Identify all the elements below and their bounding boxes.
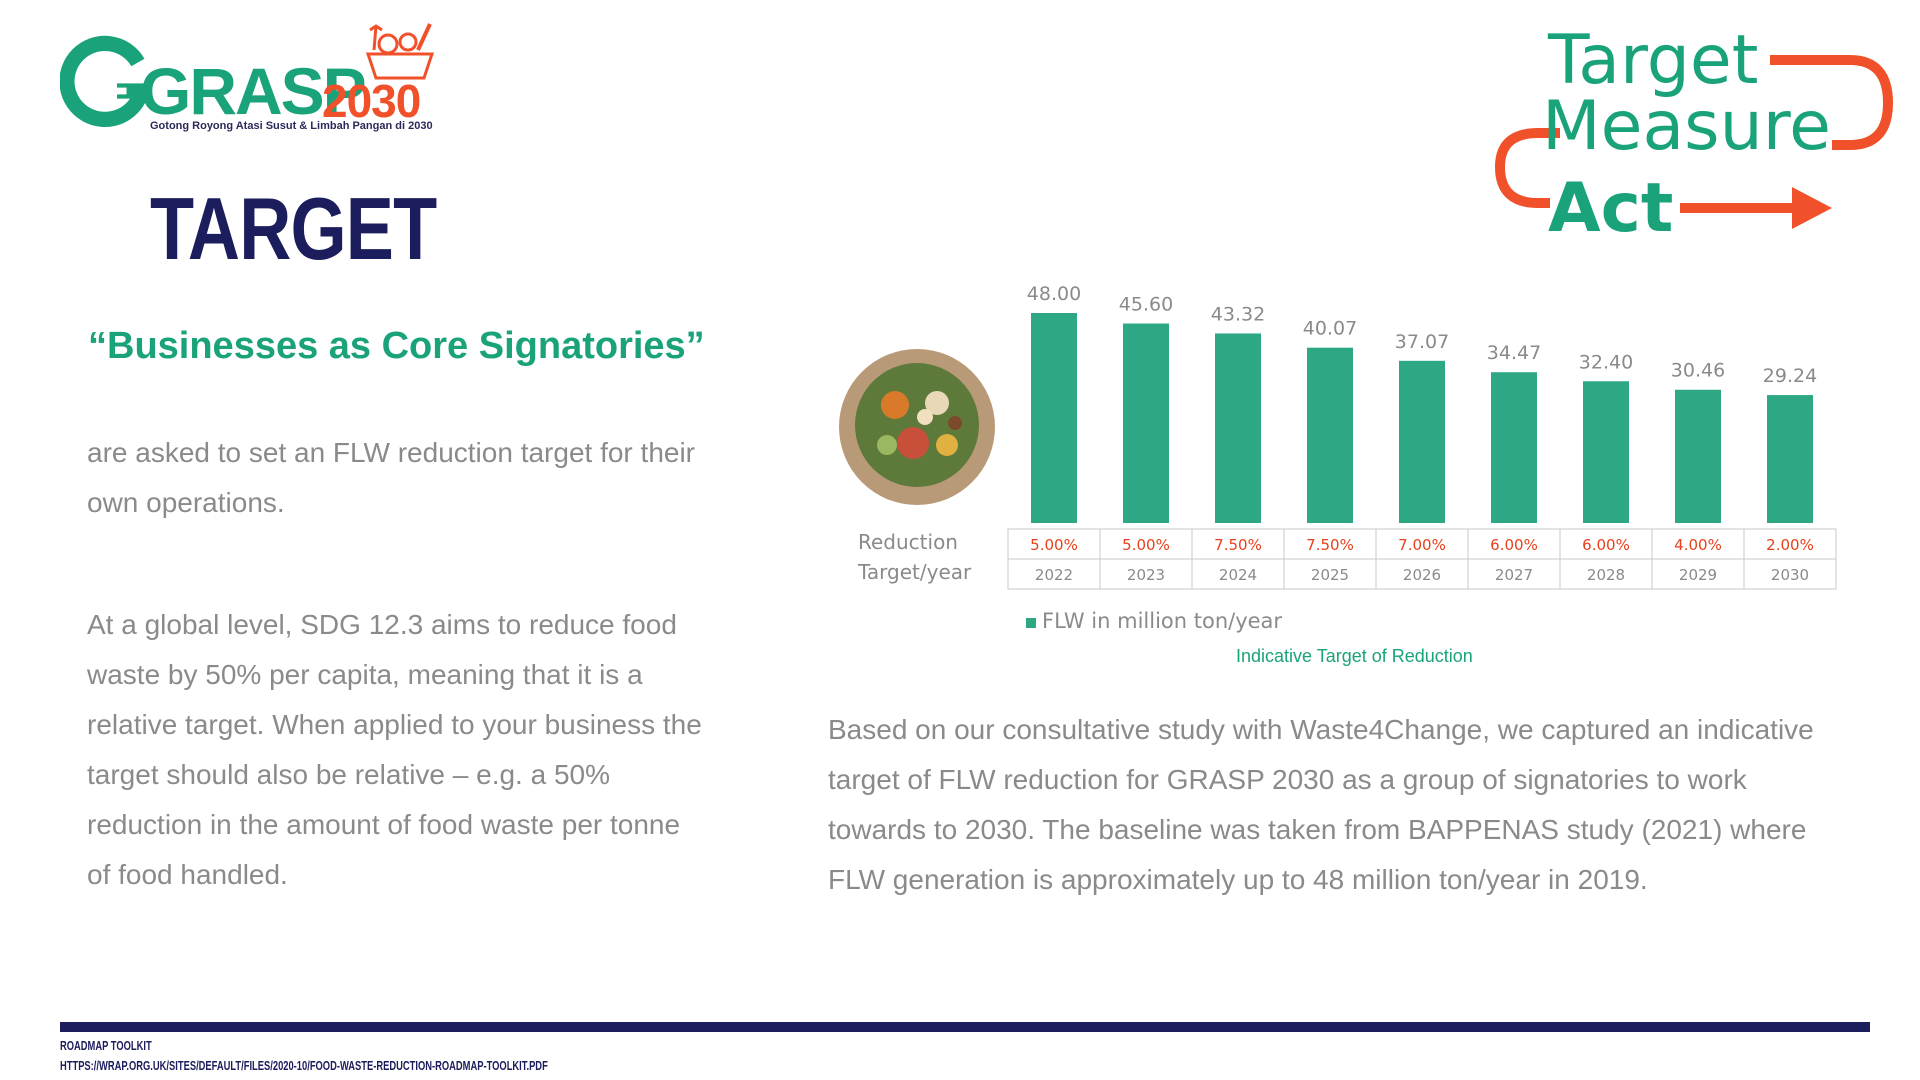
reduction-target-2030: 2.00%: [1766, 536, 1814, 554]
bar-value-label-2025: 40.07: [1303, 318, 1357, 340]
logo-year: 2030: [322, 75, 421, 127]
bar-2025: [1307, 347, 1353, 523]
food-waste-image: [839, 349, 995, 505]
reduction-target-2028: 6.00%: [1582, 536, 1630, 554]
bar-2030: [1767, 395, 1813, 523]
legend-label: FLW in million ton/year: [1042, 609, 1282, 633]
year-label-2024: 2024: [1219, 566, 1257, 584]
chart-caption: Indicative Target of Reduction: [1236, 646, 1473, 666]
legend-swatch: [1026, 618, 1036, 628]
reduction-target-2027: 6.00%: [1490, 536, 1538, 554]
bar-2027: [1491, 372, 1537, 523]
bar-value-label-2024: 43.32: [1211, 303, 1265, 325]
reduction-target-2022: 5.00%: [1030, 536, 1078, 554]
paragraph-signatories: are asked to set an FLW reduction target…: [87, 437, 696, 518]
bar-value-label-2030: 29.24: [1763, 365, 1817, 387]
vegetable-basket-icon: [365, 23, 435, 80]
tma-target: Target: [1548, 21, 1759, 100]
chart-svg: 48.00 45.60 43.32 40.07 37.07 34.47 32.40 30.46…: [857, 283, 1837, 633]
grasp-g-arrow-icon: [60, 35, 152, 127]
year-label-2022: 2022: [1035, 566, 1073, 584]
reduction-target-2026: 7.00%: [1398, 536, 1446, 554]
table-row-label-reduction: Reduction: [858, 530, 958, 554]
bar-value-label-2023: 45.60: [1119, 294, 1173, 316]
year-label-2026: 2026: [1403, 566, 1441, 584]
page-subtitle: “Businesses as Core Signatories”: [88, 325, 705, 367]
year-label-2030: 2030: [1771, 566, 1809, 584]
bar-2026: [1399, 360, 1445, 523]
reduction-target-2024: 7.50%: [1214, 536, 1262, 554]
year-label-2028: 2028: [1587, 566, 1625, 584]
bar-value-label-2027: 34.47: [1487, 342, 1541, 364]
paragraph-study: Based on our consultative study with Was…: [828, 714, 1814, 895]
bar-2029: [1675, 389, 1721, 523]
logo-word: GRASP: [140, 54, 367, 128]
grasp-logo: GRASP 2030 Gotong Royong Atasi Susut & L…: [60, 20, 435, 140]
bar-value-label-2029: 30.46: [1671, 360, 1725, 382]
year-label-2027: 2027: [1495, 566, 1533, 584]
table-row-label-target: Target/year: [857, 560, 972, 584]
bar-2024: [1215, 333, 1261, 523]
tma-act: Act: [1548, 169, 1674, 248]
footer-source-url[interactable]: https://wrap.org.uk/sites/default/files/…: [60, 1058, 548, 1073]
year-label-2029: 2029: [1679, 566, 1717, 584]
year-label-2023: 2023: [1127, 566, 1165, 584]
reduction-target-2029: 4.00%: [1674, 536, 1722, 554]
footer-rule: [60, 1022, 1870, 1032]
footer-source-title: Roadmap toolkit: [60, 1038, 152, 1053]
target-measure-act-graphic: Target Measure Act: [1480, 15, 1900, 245]
year-label-2025: 2025: [1311, 566, 1349, 584]
flw-reduction-chart: 48.00 45.60 43.32 40.07 37.07 34.47 32.40 30.46…: [830, 270, 1840, 680]
reduction-target-2025: 7.50%: [1306, 536, 1354, 554]
page-title: TARGET: [150, 179, 437, 278]
reduction-target-2023: 5.00%: [1122, 536, 1170, 554]
logo-tagline: Gotong Royong Atasi Susut & Limbah Panga…: [150, 120, 433, 132]
bar-2022: [1031, 313, 1077, 523]
table-cell-year-2030: [1743, 558, 1837, 590]
paragraph-sdg: At a global level, SDG 12.3 aims to redu…: [87, 609, 702, 890]
bar-value-label-2022: 48.00: [1027, 283, 1081, 305]
bar-value-label-2028: 32.40: [1579, 351, 1633, 373]
bar-2023: [1123, 323, 1169, 523]
tma-measure: Measure: [1542, 87, 1831, 166]
bar-value-label-2026: 37.07: [1395, 331, 1449, 353]
bar-2028: [1583, 381, 1629, 523]
cycle-arrows-icon: [1494, 55, 1894, 229]
